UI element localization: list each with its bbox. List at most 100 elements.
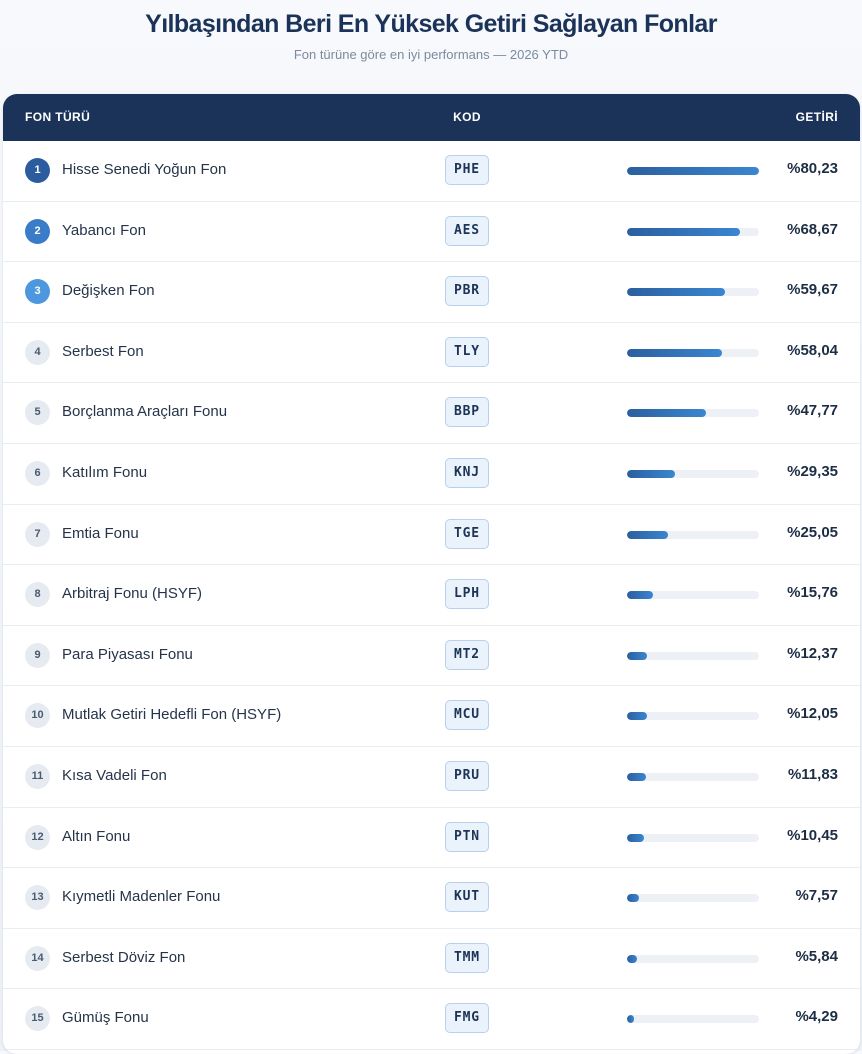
return-bar-fill	[627, 167, 759, 175]
return-bar-fill	[627, 833, 645, 842]
rank-badge: 11	[25, 763, 50, 789]
column-header-fund-type: FON TÜRÜ	[25, 110, 91, 124]
return-bar-fill	[627, 1015, 635, 1024]
return-bar-fill	[627, 530, 669, 539]
fund-type-name: Serbest Fon	[62, 342, 144, 360]
return-bar-track	[627, 954, 759, 963]
return-bar-track	[627, 167, 759, 175]
return-value: %80,23	[787, 160, 838, 177]
table-row: 15 Gümüş Fonu FMG %4,29	[3, 989, 860, 1050]
return-value: %12,05	[787, 705, 838, 723]
rank-badge: 1	[25, 158, 50, 183]
fund-type-name: Borçlanma Araçları Fonu	[62, 403, 228, 421]
return-bar-track	[627, 712, 759, 721]
return-bar-fill	[627, 348, 723, 357]
return-value: %11,83	[787, 765, 838, 783]
return-value: %4,29	[795, 1008, 838, 1026]
fund-code-badge: BBP	[445, 397, 489, 428]
fund-type-name: Kısa Vadeli Fon	[62, 766, 167, 784]
return-value: %68,67	[787, 220, 838, 238]
return-value: %5,84	[795, 947, 838, 965]
table-row: 4 Serbest Fon TLY %58,04	[3, 323, 860, 384]
table-row: 3 Değişken Fon PBR %59,67	[3, 262, 860, 323]
page-header: Yılbaşından Beri En Yüksek Getiri Sağlay…	[0, 0, 862, 86]
rank-badge: 2	[25, 218, 50, 244]
fund-code-badge: FMG	[445, 1003, 489, 1034]
column-header-return: GETİRİ	[795, 110, 838, 124]
rank-badge: 12	[25, 824, 50, 850]
return-bar-fill	[627, 894, 640, 903]
rank-badge: 13	[25, 885, 50, 911]
table-row: 9 Para Piyasası Fonu MT2 %12,37	[3, 626, 860, 687]
rank-badge: 6	[25, 460, 50, 486]
return-bar-track	[627, 348, 759, 357]
table-row: 7 Emtia Fonu TGE %25,05	[3, 505, 860, 566]
return-bar-fill	[627, 954, 637, 963]
return-bar-track	[627, 591, 759, 600]
rank-badge: 9	[25, 642, 50, 668]
fund-type-name: Mutlak Getiri Hedefli Fon (HSYF)	[62, 706, 282, 724]
fund-code-badge: KUT	[445, 882, 489, 913]
return-bar-track	[627, 288, 759, 297]
fund-code-badge: AES	[445, 215, 489, 246]
fund-type-name: Altın Fonu	[62, 827, 131, 845]
rank-badge: 14	[25, 945, 50, 971]
table-body: 1 Hisse Senedi Yoğun Fon PHE %80,23 2 Yabancı…	[3, 141, 860, 1050]
return-bar-fill	[627, 712, 647, 721]
fund-type-name: Değişken Fon	[62, 282, 155, 300]
fund-type-name: Arbitraj Fonu (HSYF)	[62, 585, 203, 603]
fund-type-name: Kıymetli Madenler Fonu	[62, 888, 221, 906]
fund-returns-table: FON TÜRÜ KOD GETİRİ 1 Hisse Senedi Yoğun …	[3, 94, 860, 1054]
table-header: FON TÜRÜ KOD GETİRİ	[3, 94, 860, 141]
return-bar-fill	[627, 288, 726, 297]
return-value: %12,37	[787, 644, 838, 662]
rank-badge: 8	[25, 582, 50, 608]
return-bar-fill	[627, 651, 648, 660]
rank-badge: 5	[25, 400, 50, 426]
fund-type-name: Hisse Senedi Yoğun Fon	[62, 161, 227, 178]
fund-type-name: Serbest Döviz Fon	[62, 948, 186, 966]
return-bar-track	[627, 469, 759, 478]
table-row: 8 Arbitraj Fonu (HSYF) LPH %15,76	[3, 565, 860, 626]
return-bar-track	[627, 1015, 759, 1024]
return-value: %25,05	[787, 523, 838, 541]
table-row: 5 Borçlanma Araçları Fonu BBP %47,77	[3, 383, 860, 444]
rank-badge: 4	[25, 339, 50, 365]
table-row: 1 Hisse Senedi Yoğun Fon PHE %80,23	[3, 141, 860, 202]
fund-type-name: Katılım Fonu	[62, 463, 148, 481]
column-header-code: KOD	[453, 110, 481, 124]
fund-code-badge: PBR	[445, 276, 489, 307]
return-value: %29,35	[787, 462, 838, 480]
page-subtitle: Fon türüne göre en iyi performans — 2026…	[293, 47, 569, 62]
fund-code-badge: MT2	[445, 639, 489, 670]
fund-code-badge: TMM	[445, 942, 489, 973]
return-bar-track	[627, 894, 759, 903]
return-value: %15,76	[787, 584, 838, 602]
return-value: %59,67	[787, 281, 838, 299]
rank-badge: 3	[25, 279, 50, 305]
fund-code-badge: MCU	[445, 700, 489, 731]
table-row: 10 Mutlak Getiri Hedefli Fon (HSYF) MCU %12…	[3, 686, 860, 747]
return-bar-track	[627, 530, 759, 539]
return-bar-fill	[627, 409, 706, 418]
return-value: %10,45	[787, 826, 838, 844]
table-row: 2 Yabancı Fon AES %68,67	[3, 202, 860, 263]
page-title: Yılbaşından Beri En Yüksek Getiri Sağlay…	[145, 10, 717, 38]
fund-code-badge: TLY	[445, 336, 489, 367]
return-bar-fill	[627, 591, 653, 600]
fund-type-name: Yabancı Fon	[62, 221, 146, 239]
return-bar-fill	[627, 469, 676, 478]
fund-code-badge: LPH	[445, 579, 489, 610]
fund-code-badge: KNJ	[445, 457, 489, 488]
table-row: 6 Katılım Fonu KNJ %29,35	[3, 444, 860, 505]
table-row: 11 Kısa Vadeli Fon PRU %11,83	[3, 747, 860, 808]
fund-code-badge: PRU	[445, 760, 489, 791]
return-bar-track	[627, 772, 759, 781]
return-bar-fill	[627, 227, 740, 236]
return-bar-track	[627, 227, 759, 236]
table-row: 12 Altın Fonu PTN %10,45	[3, 808, 860, 869]
return-value: %47,77	[787, 402, 838, 420]
rank-badge: 7	[25, 521, 50, 547]
return-value: %58,04	[787, 341, 838, 359]
return-bar-track	[627, 409, 759, 418]
